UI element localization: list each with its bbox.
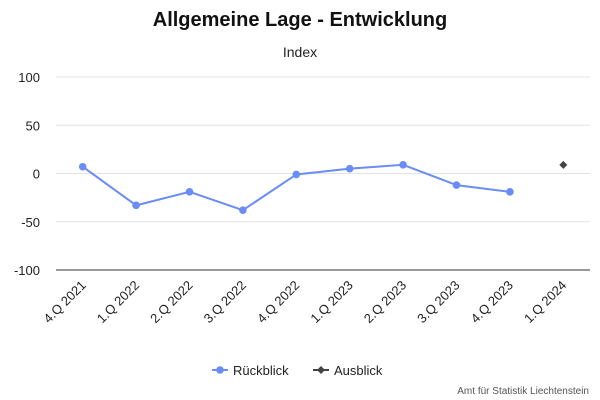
x-tick-label: 3.Q 2023 xyxy=(414,278,462,326)
x-tick-label: 4.Q 2023 xyxy=(468,278,516,326)
x-tick-label: 4.Q 2022 xyxy=(254,278,302,326)
data-point xyxy=(399,161,407,169)
data-point xyxy=(559,160,568,169)
y-tick-label: -50 xyxy=(21,215,40,230)
data-point xyxy=(345,164,354,173)
data-point xyxy=(506,188,514,196)
x-tick-label: 3.Q 2022 xyxy=(201,278,249,326)
data-point xyxy=(185,188,194,196)
x-tick-label: 4.Q 2021 xyxy=(40,278,88,326)
y-tick-label: -100 xyxy=(14,263,40,278)
x-tick-label: 1.Q 2024 xyxy=(521,278,569,326)
chart-subtitle: Index xyxy=(283,44,317,60)
credit-text: Amt für Statistik Liechtenstein xyxy=(457,386,589,397)
x-tick-label: 1.Q 2023 xyxy=(307,278,355,326)
y-tick-label: 100 xyxy=(18,70,40,85)
data-point xyxy=(78,162,87,171)
x-tick-label: 2.Q 2023 xyxy=(361,278,409,326)
data-point xyxy=(452,181,461,189)
x-tick-label: 2.Q 2022 xyxy=(147,278,195,326)
data-point xyxy=(239,206,247,214)
legend-marker xyxy=(317,366,325,374)
legend-label: Ausblick xyxy=(334,363,383,378)
y-tick-label: 0 xyxy=(33,167,40,182)
series-layer xyxy=(78,160,568,214)
legend: Rückblick Ausblick xyxy=(212,363,383,378)
x-tick-label: 1.Q 2022 xyxy=(94,278,142,326)
y-axis-ticks: 100 50 0 -50 -100 xyxy=(14,70,40,278)
legend-label: Rückblick xyxy=(233,363,289,378)
chart-title: Allgemeine Lage - Entwicklung xyxy=(153,9,448,31)
y-tick-label: 50 xyxy=(26,118,40,133)
grid-lines xyxy=(56,76,590,271)
legend-marker xyxy=(216,366,224,374)
data-point xyxy=(292,170,301,179)
x-axis-ticks: 4.Q 2021 1.Q 2022 2.Q 2022 3.Q 2022 4.Q 2022… xyxy=(40,278,569,326)
data-point xyxy=(132,201,140,210)
